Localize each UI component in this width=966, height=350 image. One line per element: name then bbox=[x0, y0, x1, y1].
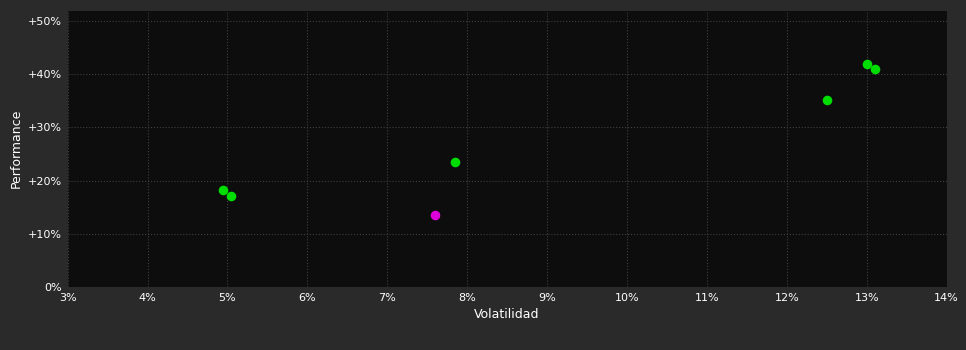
Point bbox=[447, 159, 463, 164]
Point bbox=[819, 97, 835, 103]
X-axis label: Volatilidad: Volatilidad bbox=[474, 308, 540, 321]
Y-axis label: Performance: Performance bbox=[10, 109, 22, 188]
Point bbox=[215, 188, 231, 193]
Point bbox=[859, 61, 874, 66]
Point bbox=[428, 212, 443, 218]
Point bbox=[224, 193, 240, 199]
Point bbox=[867, 66, 883, 72]
